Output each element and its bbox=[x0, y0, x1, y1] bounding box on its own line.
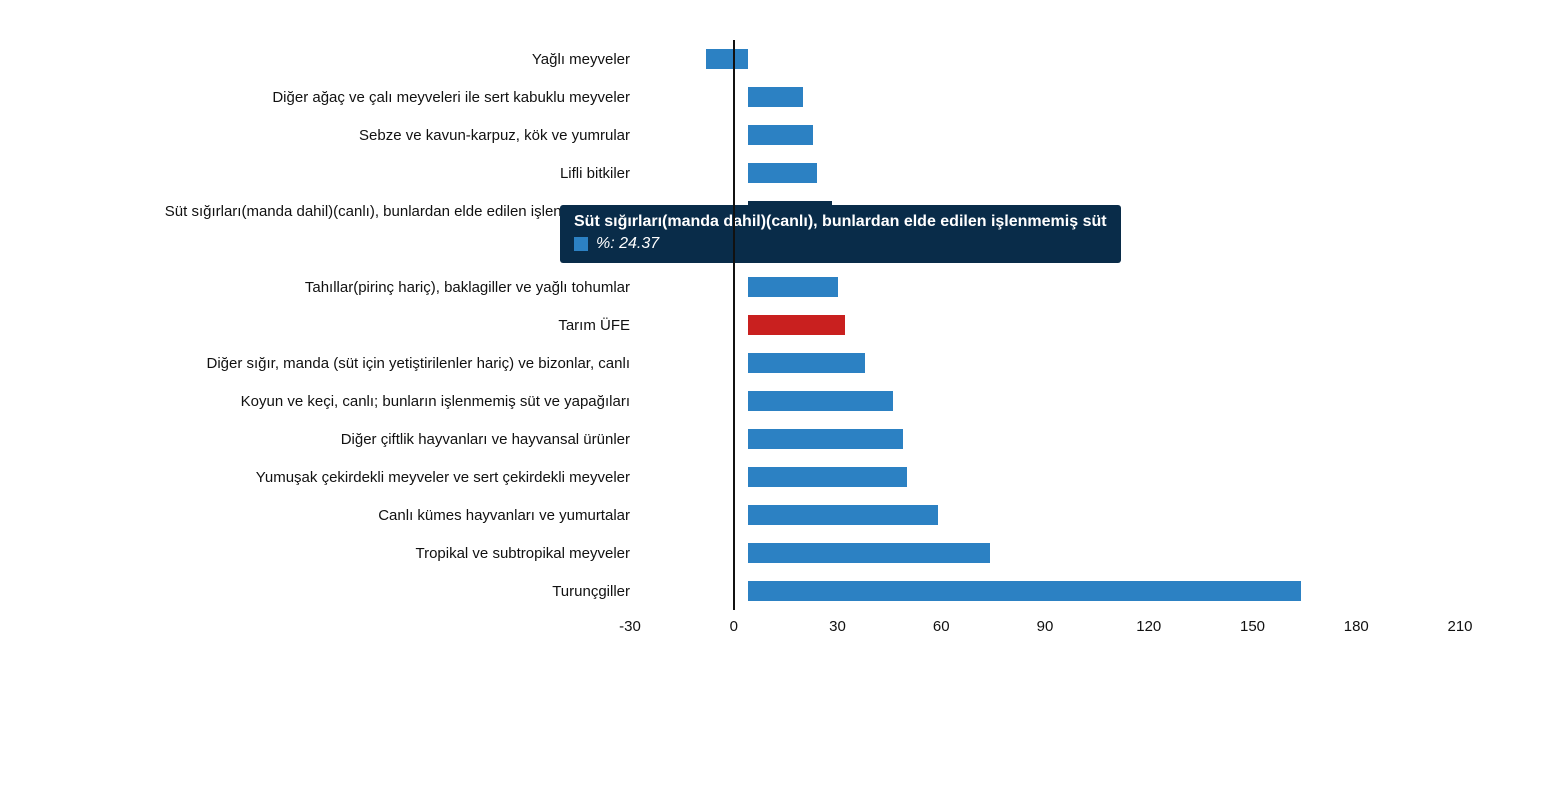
bar[interactable] bbox=[748, 315, 845, 335]
bar[interactable] bbox=[748, 581, 1301, 601]
category-label: Tropikal ve subtropikal meyveler bbox=[60, 545, 644, 562]
category-label: Turunçgiller bbox=[60, 583, 644, 600]
chart-row: Tahıllar(pirinç hariç), baklagiller ve y… bbox=[60, 268, 1476, 306]
category-label: Koyun ve keçi, canlı; bunların işlenmemi… bbox=[60, 393, 644, 410]
bar[interactable] bbox=[748, 163, 817, 183]
bar-cell bbox=[644, 306, 1474, 344]
category-label: Yumuşak çekirdekli meyveler ve sert çeki… bbox=[60, 469, 644, 486]
x-tick: 0 bbox=[730, 618, 738, 635]
bar-cell bbox=[644, 572, 1474, 610]
category-label: Sebze ve kavun-karpuz, kök ve yumrular bbox=[60, 127, 644, 144]
bar-cell bbox=[644, 534, 1474, 572]
bar-chart: Yağlı meyveler Diğer ağaç ve çalı meyvele… bbox=[0, 0, 1556, 800]
category-label: Yağlı meyveler bbox=[60, 51, 644, 68]
category-label: Lifli bitkiler bbox=[60, 165, 644, 182]
chart-row: Koyun ve keçi, canlı; bunların işlenmemi… bbox=[60, 382, 1476, 420]
bar-cell bbox=[644, 230, 1474, 268]
x-tick: 150 bbox=[1240, 618, 1265, 635]
bar-cell bbox=[644, 78, 1474, 116]
bar[interactable] bbox=[748, 391, 893, 411]
chart-row: Sebze ve kavun-karpuz, kök ve yumrular bbox=[60, 116, 1476, 154]
chart-row: Tarım ÜFE bbox=[60, 306, 1476, 344]
bar[interactable] bbox=[748, 239, 834, 259]
x-tick: 90 bbox=[1037, 618, 1054, 635]
bar-cell bbox=[644, 192, 1474, 230]
bar-cell bbox=[644, 458, 1474, 496]
chart-row: Diğer çiftlik hayvanları ve hayvansal ür… bbox=[60, 420, 1476, 458]
bar-cell bbox=[644, 382, 1474, 420]
bar-cell bbox=[644, 420, 1474, 458]
x-axis-ticks: -300306090120150180210 bbox=[630, 610, 1460, 646]
bar[interactable] bbox=[748, 201, 832, 221]
chart-row: Çeltik bbox=[60, 230, 1476, 268]
x-tick: 120 bbox=[1136, 618, 1161, 635]
category-label: Diğer sığır, manda (süt için yetiştirile… bbox=[60, 355, 644, 372]
category-label: Diğer çiftlik hayvanları ve hayvansal ür… bbox=[60, 431, 644, 448]
chart-row: Diğer sığır, manda (süt için yetiştirile… bbox=[60, 344, 1476, 382]
bar[interactable] bbox=[748, 543, 990, 563]
plot-area: Yağlı meyveler Diğer ağaç ve çalı meyvele… bbox=[60, 40, 1476, 646]
bar[interactable] bbox=[706, 49, 748, 69]
bar[interactable] bbox=[748, 429, 904, 449]
category-label: Canlı kümes hayvanları ve yumurtalar bbox=[60, 507, 644, 524]
category-label: Diğer ağaç ve çalı meyveleri ile sert ka… bbox=[60, 89, 644, 106]
category-label: Tahıllar(pirinç hariç), baklagiller ve y… bbox=[60, 279, 644, 296]
x-tick: 180 bbox=[1344, 618, 1369, 635]
chart-row: Diğer ağaç ve çalı meyveleri ile sert ka… bbox=[60, 78, 1476, 116]
x-tick: 30 bbox=[829, 618, 846, 635]
chart-row: Tropikal ve subtropikal meyveler bbox=[60, 534, 1476, 572]
x-tick: -30 bbox=[619, 618, 641, 635]
chart-row: Yumuşak çekirdekli meyveler ve sert çeki… bbox=[60, 458, 1476, 496]
bar[interactable] bbox=[748, 467, 907, 487]
chart-row: Canlı kümes hayvanları ve yumurtalar bbox=[60, 496, 1476, 534]
zero-axis-line bbox=[733, 40, 735, 610]
chart-row: Lifli bitkiler bbox=[60, 154, 1476, 192]
x-axis: -30 0 30 60 90 120 150 180 210 bbox=[60, 610, 1476, 646]
bar-cell bbox=[644, 154, 1474, 192]
bar-cell bbox=[644, 268, 1474, 306]
category-label: Süt sığırları(manda dahil)(canlı), bunla… bbox=[60, 203, 644, 220]
chart-row: Turunçgiller bbox=[60, 572, 1476, 610]
category-label: Çeltik bbox=[60, 241, 644, 258]
chart-row: Yağlı meyveler bbox=[60, 40, 1476, 78]
x-tick: 60 bbox=[933, 618, 950, 635]
bar[interactable] bbox=[748, 353, 866, 373]
x-tick: 210 bbox=[1447, 618, 1472, 635]
bar[interactable] bbox=[748, 125, 814, 145]
bar-cell bbox=[644, 496, 1474, 534]
bar[interactable] bbox=[748, 505, 938, 525]
category-label: Tarım ÜFE bbox=[60, 317, 644, 334]
bar[interactable] bbox=[748, 277, 838, 297]
bar[interactable] bbox=[748, 87, 803, 107]
bar-cell bbox=[644, 40, 1474, 78]
bar-cell bbox=[644, 344, 1474, 382]
chart-row: Süt sığırları(manda dahil)(canlı), bunla… bbox=[60, 192, 1476, 230]
bar-cell bbox=[644, 116, 1474, 154]
